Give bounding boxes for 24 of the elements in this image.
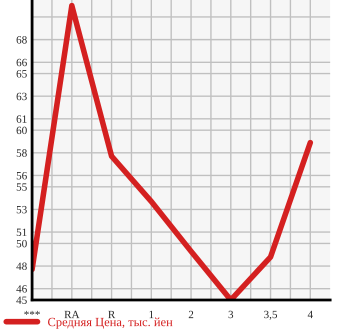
y-tick-label: 55 [16, 183, 27, 191]
y-tick-label: 68 [16, 36, 27, 44]
x-tick-label: 3 [228, 310, 234, 318]
y-tick-label: 51 [16, 228, 27, 236]
y-tick-label: 48 [16, 262, 27, 270]
x-tick-label: 4 [308, 310, 313, 318]
x-tick-label: R [108, 310, 116, 318]
y-tick-label: 56 [16, 172, 27, 180]
y-tick-label: 50 [16, 240, 27, 248]
y-tick-label: 65 [16, 70, 27, 78]
x-tick-label: *** [24, 310, 40, 315]
x-tick-label: 3,5 [264, 310, 278, 320]
y-tick-label: 63 [16, 92, 27, 100]
x-tick-label: 2 [188, 310, 194, 318]
x-tick-label: RA [64, 310, 80, 318]
y-tick-label: 61 [16, 115, 27, 123]
y-tick-label: 45 [16, 296, 27, 304]
x-tick-label: 1 [150, 310, 154, 318]
y-tick-label: 66 [16, 58, 27, 66]
y-tick-label: 53 [16, 206, 27, 214]
y-tick-label: 58 [16, 149, 27, 157]
legend-label: Средняя Цена, тыс. йен [48, 318, 172, 329]
y-tick-label: 60 [16, 126, 27, 134]
y-tick-label: 46 [16, 285, 27, 293]
